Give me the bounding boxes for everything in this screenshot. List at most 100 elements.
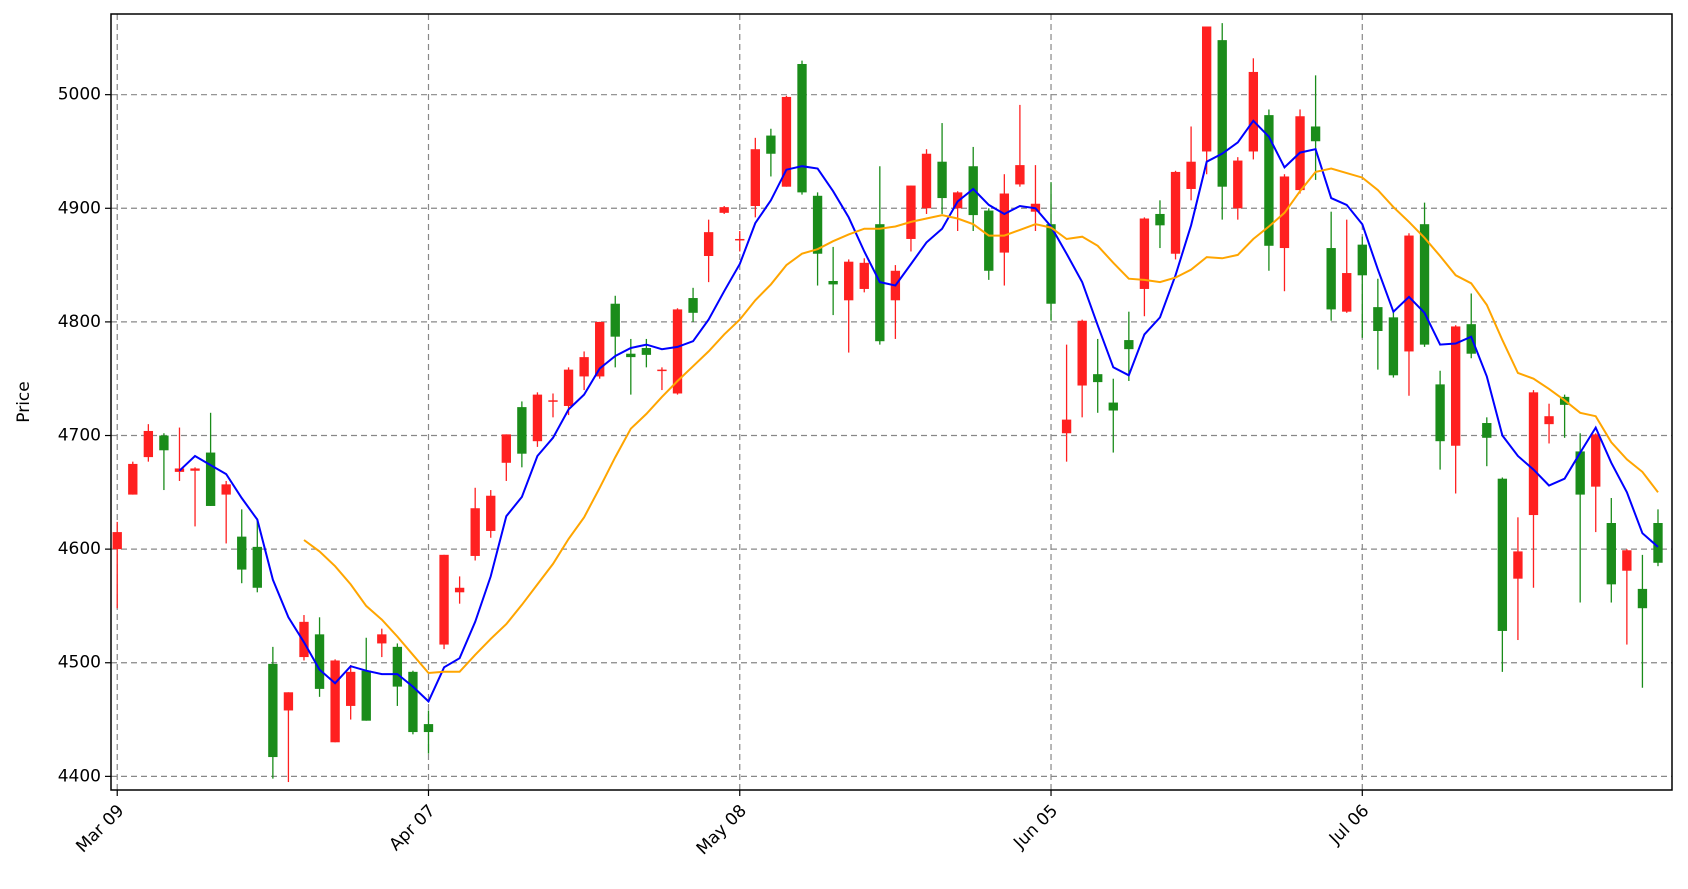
candle-body xyxy=(517,407,527,454)
candle-body xyxy=(579,357,589,377)
candle-body xyxy=(1575,451,1585,495)
candle-body xyxy=(1591,434,1601,487)
y-tick-label: 4600 xyxy=(58,539,101,559)
candle-body xyxy=(595,321,605,377)
candle-body xyxy=(781,96,792,187)
candle-body xyxy=(486,495,496,531)
candle-body xyxy=(1388,317,1399,376)
candle-body xyxy=(159,435,169,451)
candle-body xyxy=(812,195,823,254)
candle-body xyxy=(1139,218,1150,289)
y-tick-label: 5000 xyxy=(58,85,101,105)
candle-body xyxy=(377,634,387,644)
y-tick-label: 4900 xyxy=(58,198,101,218)
moving-average-line xyxy=(303,167,1659,675)
candle-body xyxy=(703,232,714,257)
candle-body xyxy=(408,671,418,733)
candle-body xyxy=(999,193,1010,253)
candle-body xyxy=(268,663,278,758)
candle-body xyxy=(392,646,403,687)
candle-body xyxy=(1108,402,1118,411)
candle-body xyxy=(283,692,294,711)
candle-body xyxy=(532,394,543,442)
candle-body xyxy=(672,309,683,394)
candle-body xyxy=(299,621,309,658)
candle-body xyxy=(112,532,122,550)
candle-body xyxy=(1653,523,1663,563)
candle-body xyxy=(190,468,200,471)
candle-body xyxy=(657,369,667,372)
candle-body xyxy=(1373,307,1383,331)
candle-body xyxy=(1419,224,1430,345)
candle-body xyxy=(688,298,698,313)
candle-body xyxy=(859,262,869,289)
candle-body xyxy=(1201,26,1212,152)
candle-body xyxy=(1015,165,1025,185)
candle-body xyxy=(563,369,574,406)
candle-body xyxy=(361,670,371,721)
candle-body xyxy=(1435,384,1445,442)
candle-body xyxy=(205,452,216,506)
candle-body xyxy=(1482,423,1492,438)
candle-body xyxy=(470,508,480,556)
candle-body xyxy=(750,149,760,207)
candle-body xyxy=(237,536,247,570)
candle-body xyxy=(1528,392,1539,516)
candle-body xyxy=(501,434,511,463)
candle-body xyxy=(968,166,978,216)
candle-body xyxy=(1233,160,1243,209)
candle-body xyxy=(1124,340,1134,350)
candle-body xyxy=(1451,326,1461,446)
moving-average-line xyxy=(178,119,1659,704)
candle-body xyxy=(439,554,449,645)
candle-body xyxy=(921,153,932,209)
candle-body xyxy=(1326,248,1336,310)
candle-body xyxy=(735,238,745,241)
candle-body xyxy=(1310,126,1321,142)
candle-body xyxy=(128,463,138,495)
y-tick-label: 4700 xyxy=(58,426,101,446)
candle-body xyxy=(1497,478,1508,631)
y-tick-label: 4400 xyxy=(58,766,101,786)
candle-body xyxy=(1637,588,1648,609)
candle-body xyxy=(548,400,558,402)
candle-body xyxy=(454,587,465,593)
candle-body xyxy=(1248,71,1259,152)
plot-frame xyxy=(110,13,1673,791)
candle-body xyxy=(1077,320,1087,386)
candle-body xyxy=(641,348,652,355)
candle-body xyxy=(1264,115,1274,246)
candle-body xyxy=(1622,550,1632,571)
candle-body xyxy=(1513,551,1523,579)
candle-body xyxy=(252,546,262,588)
candle-body xyxy=(1217,40,1227,187)
candle-body xyxy=(221,484,231,495)
candle-body xyxy=(844,261,854,301)
candle-body xyxy=(984,210,994,271)
candle-body xyxy=(1404,235,1414,352)
candle-body xyxy=(1186,161,1196,189)
candle-body xyxy=(766,135,776,154)
candle-body xyxy=(423,724,434,733)
y-axis-label: Price xyxy=(14,381,34,422)
candle-body xyxy=(1544,416,1554,425)
candle-body xyxy=(1357,244,1367,276)
candle-body xyxy=(346,671,356,706)
candle-body xyxy=(610,303,620,337)
y-tick-label: 4500 xyxy=(58,653,101,673)
candle-body xyxy=(1170,171,1181,254)
candle-body xyxy=(143,430,154,458)
candle-body xyxy=(314,634,325,689)
candle-body xyxy=(1155,213,1165,226)
candle-body xyxy=(626,353,636,358)
candle-body xyxy=(937,161,947,199)
candle-body xyxy=(330,660,340,743)
y-tick-label: 4800 xyxy=(58,312,101,332)
candle-body xyxy=(1061,419,1072,434)
candle-body xyxy=(719,207,729,213)
candle-body xyxy=(906,185,916,239)
candle-body xyxy=(1093,374,1103,383)
